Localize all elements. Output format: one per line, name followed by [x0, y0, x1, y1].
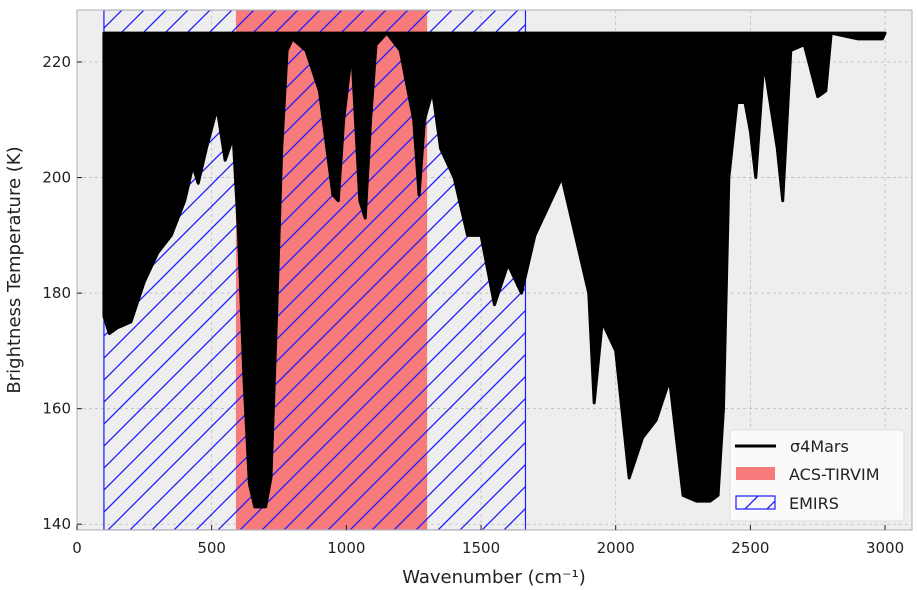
y-axis-label: Brightness Temperature (K): [4, 146, 25, 393]
x-tick-label: 0: [72, 539, 82, 557]
plot-frame: [76, 9, 913, 531]
y-tick-label: 160: [42, 400, 71, 418]
legend-swatch-emirs: [735, 495, 776, 510]
legend: σ4Mars ACS-TIRVIM EMIRS: [729, 429, 905, 522]
x-tick-label: 500: [197, 539, 226, 557]
x-ticks: 0 500 1000 1500 2000 2500 3000: [72, 525, 904, 557]
x-tick-label: 2500: [731, 539, 769, 557]
y-tick-label: 140: [42, 515, 71, 533]
y-tick-label: 200: [42, 169, 71, 187]
legend-label-acs-tirvim: ACS-TIRVIM: [789, 465, 880, 484]
x-tick-label: 1000: [327, 539, 365, 557]
legend-swatch-acs-tirvim: [736, 467, 775, 480]
y-ticks: 140 160 180 200 220: [42, 53, 82, 533]
x-axis-label: Wavenumber (cm⁻¹): [402, 567, 586, 588]
x-tick-label: 2000: [597, 539, 635, 557]
legend-label-emirs: EMIRS: [789, 494, 839, 513]
y-tick-label: 220: [42, 53, 71, 71]
series: [102, 31, 887, 509]
y-tick-label: 180: [42, 284, 71, 302]
x-tick-label: 1500: [462, 539, 500, 557]
x-tick-label: 3000: [866, 539, 904, 557]
series-sigma4mars: [102, 31, 887, 509]
legend-label-sigma4mars: σ4Mars: [790, 437, 849, 456]
